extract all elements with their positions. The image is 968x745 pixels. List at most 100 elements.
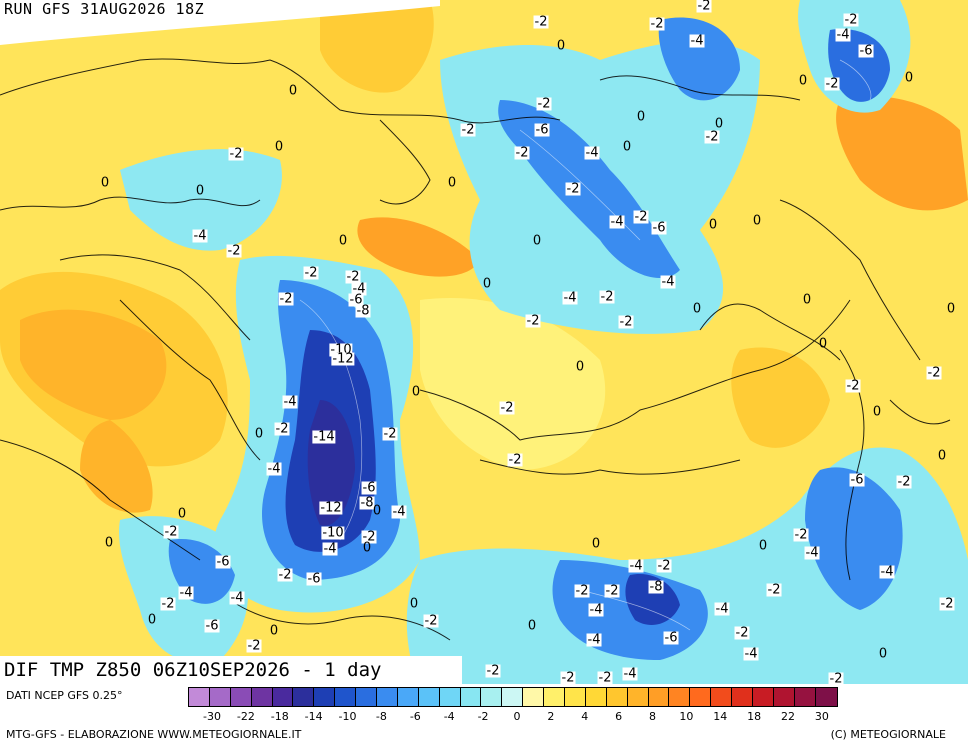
contour-label: -2 bbox=[766, 582, 782, 598]
contour-label: 0 bbox=[338, 233, 348, 249]
contour-label: 0 bbox=[802, 292, 812, 308]
contour-label: 0 bbox=[591, 536, 601, 552]
color-swatch bbox=[753, 688, 774, 706]
contour-label: -2 bbox=[485, 663, 501, 679]
contour-label: -4 bbox=[879, 564, 895, 580]
contour-label: -2 bbox=[597, 670, 613, 686]
contour-label: -2 bbox=[246, 638, 262, 654]
contour-label: -8 bbox=[648, 579, 664, 595]
contour-label: 0 bbox=[556, 38, 566, 54]
contour-label: -2 bbox=[507, 452, 523, 468]
scale-tick-label: 10 bbox=[679, 710, 694, 723]
contour-label: 0 bbox=[946, 301, 956, 317]
temperature-anomaly-map: RUN GFS 31AUG2026 18Z -2 0 -2 -2 -4 -2 -4 -6 0 0-… bbox=[0, 0, 968, 688]
contour-label: -4 bbox=[586, 632, 602, 648]
contour-label: -6 bbox=[858, 43, 874, 59]
color-swatch bbox=[293, 688, 315, 706]
contour-label: 0 bbox=[752, 213, 762, 229]
color-swatch bbox=[251, 688, 273, 706]
contour-label: -2 bbox=[704, 129, 720, 145]
scale-tick-label: 2 bbox=[547, 710, 555, 723]
contour-label: -4 bbox=[391, 504, 407, 520]
scale-tick-label: 8 bbox=[648, 710, 656, 723]
contour-label: -2 bbox=[525, 313, 541, 329]
contour-label: -4 bbox=[178, 585, 194, 601]
contour-label: -2 bbox=[560, 670, 576, 686]
contour-label: -2 bbox=[828, 671, 844, 687]
color-swatch bbox=[439, 688, 461, 706]
contour-label: -4 bbox=[588, 602, 604, 618]
scale-tick-label: -4 bbox=[443, 710, 455, 723]
contour-label: -8 bbox=[359, 495, 375, 511]
color-swatch bbox=[418, 688, 440, 706]
contour-label: 0 bbox=[288, 83, 298, 99]
contour-label: 0 bbox=[195, 183, 205, 199]
color-swatch bbox=[481, 688, 503, 706]
contour-label: -4 bbox=[192, 228, 208, 244]
color-swatch bbox=[648, 688, 670, 706]
contour-label: -2 bbox=[533, 14, 549, 30]
contour-label: 0 bbox=[177, 506, 187, 522]
color-swatch bbox=[335, 688, 357, 706]
contour-label: -4 bbox=[622, 666, 638, 682]
contour-label: -2 bbox=[793, 527, 809, 543]
scale-tick-label: 18 bbox=[747, 710, 762, 723]
contour-label: -2 bbox=[656, 558, 672, 574]
contour-label: -2 bbox=[536, 96, 552, 112]
color-swatch bbox=[356, 688, 378, 706]
contour-label: 0 bbox=[692, 301, 702, 317]
contour-label: -2 bbox=[345, 269, 361, 285]
contour-label: 0 bbox=[269, 623, 279, 639]
contour-label: -4 bbox=[609, 214, 625, 230]
contour-label: -2 bbox=[649, 16, 665, 32]
contour-label: -4 bbox=[689, 33, 705, 49]
contour-label: -2 bbox=[618, 314, 634, 330]
contour-label: -14 bbox=[312, 429, 336, 445]
color-swatch bbox=[502, 688, 524, 706]
contour-label: -2 bbox=[460, 122, 476, 138]
contour-label: -10 bbox=[321, 525, 345, 541]
contour-label: 0 bbox=[622, 139, 632, 155]
contour-label: 0 bbox=[575, 359, 585, 375]
color-swatch bbox=[272, 688, 294, 706]
contour-label: 0 bbox=[362, 540, 372, 556]
contour-label: -2 bbox=[499, 400, 515, 416]
contour-label: 0 bbox=[482, 276, 492, 292]
contour-label: -2 bbox=[160, 596, 176, 612]
contour-label: 0 bbox=[758, 538, 768, 554]
contour-label: 0 bbox=[904, 70, 914, 86]
contour-label: 0 bbox=[274, 139, 284, 155]
contour-label: -2 bbox=[696, 0, 712, 14]
contour-label: -2 bbox=[278, 291, 294, 307]
contour-label: -6 bbox=[651, 220, 667, 236]
run-title: RUN GFS 31AUG2026 18Z bbox=[4, 0, 205, 18]
contour-label: -2 bbox=[277, 567, 293, 583]
scale-tick-label: 4 bbox=[581, 710, 589, 723]
contour-label: -2 bbox=[824, 76, 840, 92]
contour-label: -4 bbox=[322, 541, 338, 557]
contour-label: -4 bbox=[266, 461, 282, 477]
scale-tick-label: 30 bbox=[814, 710, 829, 723]
footer: DATI NCEP GFS 0.25° -30 -22 -18 -14 -10 -8 -6-… bbox=[0, 684, 968, 745]
color-swatch bbox=[711, 688, 733, 706]
contour-label: 0 bbox=[798, 73, 808, 89]
contour-label: -2 bbox=[226, 243, 242, 259]
color-swatch bbox=[230, 688, 252, 706]
color-swatch bbox=[669, 688, 691, 706]
contour-label: 0 bbox=[254, 426, 264, 442]
scale-tick-label: 0 bbox=[513, 710, 521, 723]
contour-label: 0 bbox=[714, 116, 724, 132]
contour-label: -4 bbox=[628, 558, 644, 574]
contour-label: -2 bbox=[274, 421, 290, 437]
contour-label: -8 bbox=[355, 303, 371, 319]
contour-label: -4 bbox=[835, 27, 851, 43]
contour-label: -4 bbox=[714, 601, 730, 617]
contour-label: 0 bbox=[447, 175, 457, 191]
contour-label: 0 bbox=[636, 109, 646, 125]
contour-label: 0 bbox=[409, 596, 419, 612]
scale-tick-label: -30 bbox=[203, 710, 221, 723]
contour-label: -2 bbox=[843, 12, 859, 28]
contour-label: 0 bbox=[527, 618, 537, 634]
contour-label: -2 bbox=[574, 583, 590, 599]
color-swatch bbox=[732, 688, 754, 706]
